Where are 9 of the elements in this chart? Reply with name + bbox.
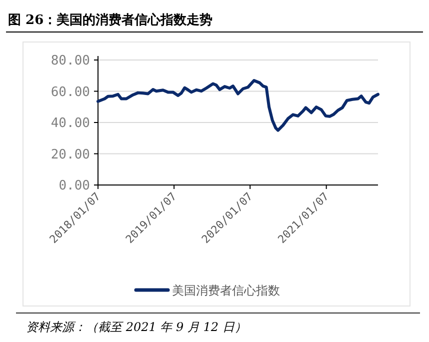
text: 资料来源：（截至 2021 年 9 月 12 日）	[26, 320, 246, 334]
y-tick-label: 60.00	[50, 84, 90, 100]
y-tick-label: 40.00	[50, 116, 90, 131]
chart-title: 图 26：美国的消费者信心指数走势	[8, 12, 213, 28]
y-tick-label: 80.00	[50, 54, 90, 68]
legend-label: 美国消费者信心指数	[172, 284, 280, 298]
y-tick-label: 0.00	[58, 178, 90, 194]
y-tick-label: 20.00	[50, 147, 90, 162]
line-series	[96, 78, 380, 132]
